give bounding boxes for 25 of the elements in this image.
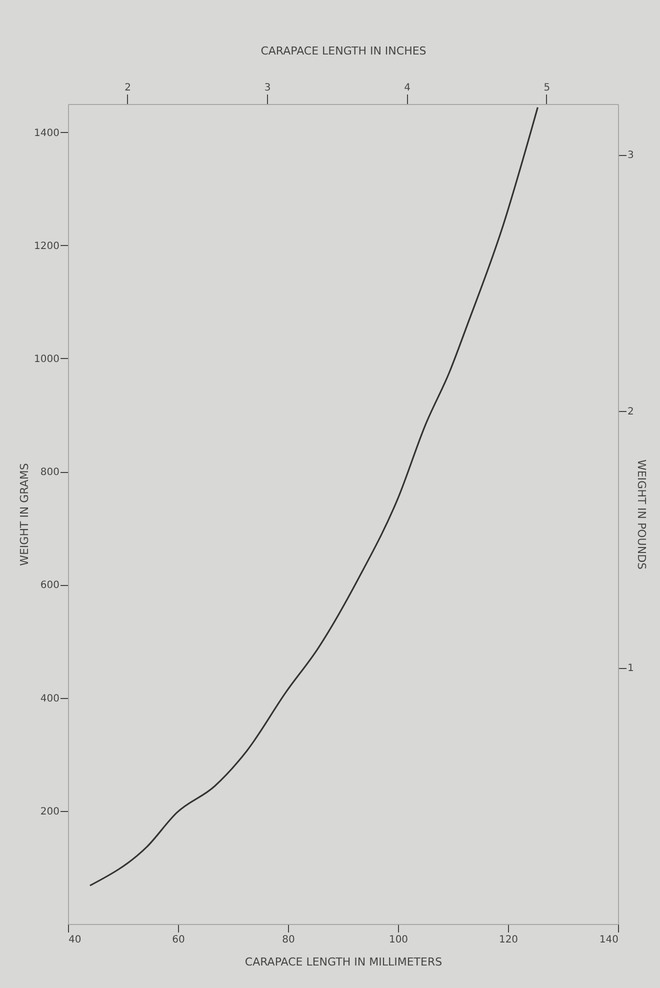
x-tick-label: 140 [599, 934, 618, 946]
y2-tick-label: 1 [628, 663, 634, 674]
y-tick-label: 200 [40, 806, 60, 818]
y2-tick-label: 2 [628, 406, 634, 418]
x-tick-label: 40 [68, 934, 82, 946]
x-tick-label: 80 [282, 934, 295, 946]
x2-tick-label: 3 [264, 82, 271, 94]
y-tick-label: 600 [40, 580, 60, 592]
x-tick-label: 60 [172, 934, 185, 946]
y2-tick-label: 3 [628, 150, 634, 162]
y-tick-label: 1000 [34, 354, 60, 365]
y-axis-title: WEIGHT IN GRAMS [18, 463, 32, 566]
y2-axis-title: WEIGHT IN POUNDS [634, 459, 648, 570]
y-tick-label: 1200 [34, 240, 60, 252]
line-series [89, 106, 538, 886]
y-tick-label: 800 [40, 467, 60, 478]
x-tick-label: 120 [498, 934, 518, 946]
x2-axis-title: CARAPACE LENGTH IN INCHES [260, 44, 426, 58]
x-axis-title: CARAPACE LENGTH IN MILLIMETERS [244, 956, 442, 968]
x-tick-label: 100 [388, 934, 408, 946]
y-tick-label: 1400 [34, 128, 60, 139]
x2-tick-label: 5 [544, 82, 550, 94]
x2-tick-label: 2 [124, 82, 132, 94]
y-tick-label: 400 [40, 693, 60, 704]
x2-tick-label: 4 [404, 82, 410, 94]
